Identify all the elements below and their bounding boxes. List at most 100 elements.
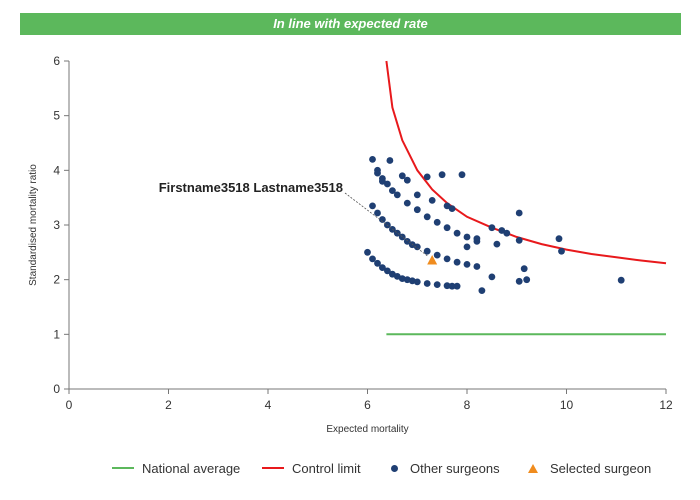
other-surgeon-point: [433, 281, 441, 288]
chart-series: [364, 60, 667, 336]
other-surgeon-point: [369, 156, 376, 163]
other-surgeon-point: [443, 224, 451, 232]
y-tick-label: 3: [53, 218, 60, 232]
control-limit-line: [385, 60, 667, 265]
other-surgeon-point: [369, 255, 376, 263]
other-surgeon-point: [384, 267, 391, 275]
status-banner-text: In line with expected rate: [273, 16, 428, 31]
annotation-label: Firstname3518 Lastname3518: [159, 180, 343, 195]
other-surgeon-point: [515, 209, 523, 217]
x-tick-label: 0: [66, 398, 73, 412]
x-tick-label: 12: [659, 398, 673, 412]
other-surgeon-point: [448, 205, 456, 213]
x-axis-title: Expected mortality: [326, 424, 408, 435]
other-surgeon-point: [515, 277, 523, 285]
legend-item-selected-surgeon: Selected surgeon: [523, 458, 651, 478]
other-surgeon-point: [413, 243, 421, 251]
selected-surgeon-point: [427, 255, 438, 265]
national-average-swatch: [112, 467, 134, 469]
legend-label-national-average: National average: [142, 460, 241, 476]
other-surgeon-point: [498, 227, 506, 234]
legend-label-control-limit: Control limit: [292, 460, 361, 476]
legend-item-national-average: National average: [112, 458, 240, 478]
other-surgeon-point: [393, 191, 401, 199]
other-surgeon-point: [523, 276, 531, 284]
other-surgeon-point: [520, 265, 528, 273]
other-surgeon-point: [386, 157, 394, 164]
other-surgeon-point: [473, 235, 481, 243]
other-surgeon-point: [374, 259, 381, 267]
other-surgeon-point: [413, 278, 421, 286]
x-tick-label: 6: [364, 398, 371, 412]
other-surgeon-point: [555, 235, 563, 243]
y-tick-label: 5: [53, 109, 60, 123]
other-surgeon-point: [503, 229, 511, 237]
y-tick-label: 2: [53, 273, 60, 287]
other-surgeon-point: [379, 264, 386, 271]
control-limit-swatch: [262, 467, 284, 469]
other-surgeon-point: [443, 255, 451, 263]
other-surgeon-point: [448, 282, 456, 290]
status-banner: In line with expected rate: [20, 13, 681, 35]
other-surgeon-point: [423, 173, 431, 181]
triangle-icon: [528, 463, 538, 473]
other-surgeon-point: [558, 247, 565, 255]
other-surgeon-point: [364, 248, 371, 256]
y-tick-label: 4: [53, 163, 60, 177]
x-tick-label: 10: [560, 398, 574, 412]
legend-item-other-surgeons: Other surgeons: [385, 458, 500, 478]
other-surgeon-point: [493, 240, 501, 248]
other-surgeon-point: [374, 209, 381, 217]
other-surgeon-point: [398, 172, 406, 180]
chart-annotation: Firstname3518 Lastname3518: [159, 180, 429, 257]
other-surgeon-point: [423, 280, 431, 287]
other-surgeon-point: [463, 261, 471, 268]
other-surgeon-point: [433, 251, 441, 259]
other-surgeon-point: [384, 180, 391, 188]
other-surgeon-point: [473, 263, 481, 270]
other-surgeon-point: [413, 206, 421, 214]
other-surgeon-point: [488, 224, 496, 232]
other-surgeon-point: [423, 247, 431, 255]
x-tick-label: 4: [265, 398, 272, 412]
other-surgeon-point: [428, 197, 436, 204]
x-tick-label: 8: [464, 398, 471, 412]
other-surgeon-point: [403, 176, 411, 184]
y-tick-label: 6: [53, 54, 60, 68]
other-surgeon-point: [403, 199, 411, 207]
other-surgeon-point: [374, 166, 381, 174]
other-surgeon-point: [433, 218, 441, 226]
y-tick-label: 1: [53, 327, 60, 341]
chart-legend: National average Control limit Other sur…: [0, 458, 700, 478]
other-surgeon-point: [478, 287, 486, 294]
other-surgeon-point: [488, 273, 496, 281]
x-tick-label: 2: [165, 398, 172, 412]
other-surgeon-point: [369, 202, 376, 210]
other-surgeon-point: [398, 233, 406, 241]
other-surgeon-point: [443, 202, 451, 210]
other-surgeon-point: [463, 233, 471, 241]
other-surgeon-point: [443, 282, 451, 290]
legend-label-selected-surgeon: Selected surgeon: [550, 460, 652, 476]
other-surgeon-point: [453, 258, 461, 266]
other-surgeon-point: [423, 213, 431, 221]
legend-item-control-limit: Control limit: [262, 458, 361, 478]
other-surgeon-point: [515, 236, 523, 244]
other-surgeon-point: [379, 177, 386, 185]
other-surgeon-point: [379, 216, 386, 223]
other-surgeon-point: [463, 243, 471, 251]
other-surgeon-point: [438, 171, 446, 179]
other-surgeon-point: [458, 171, 466, 179]
y-axis-title: Standardised mortality ratio: [28, 164, 39, 286]
dot-icon: [391, 464, 398, 472]
other-surgeon-point: [413, 191, 421, 199]
other-surgeon-point: [403, 238, 411, 245]
other-surgeon-point: [453, 282, 461, 290]
y-tick-label: 0: [53, 382, 60, 396]
legend-label-other-surgeons: Other surgeons: [410, 460, 500, 476]
other-surgeon-point: [453, 229, 461, 237]
other-surgeon-point: [389, 187, 396, 195]
other-surgeon-point: [617, 276, 625, 284]
